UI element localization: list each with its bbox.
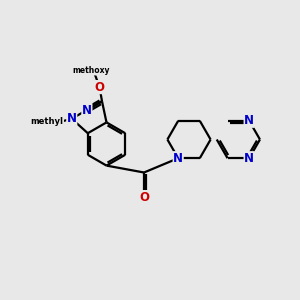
Text: N: N [82,103,92,116]
Text: O: O [139,190,149,204]
Text: N: N [67,112,77,125]
Text: methoxy: methoxy [73,66,110,75]
Text: N: N [244,114,254,127]
Text: N: N [244,152,254,165]
Text: N: N [173,152,183,165]
Text: O: O [94,81,104,94]
Text: methyl: methyl [31,117,64,126]
